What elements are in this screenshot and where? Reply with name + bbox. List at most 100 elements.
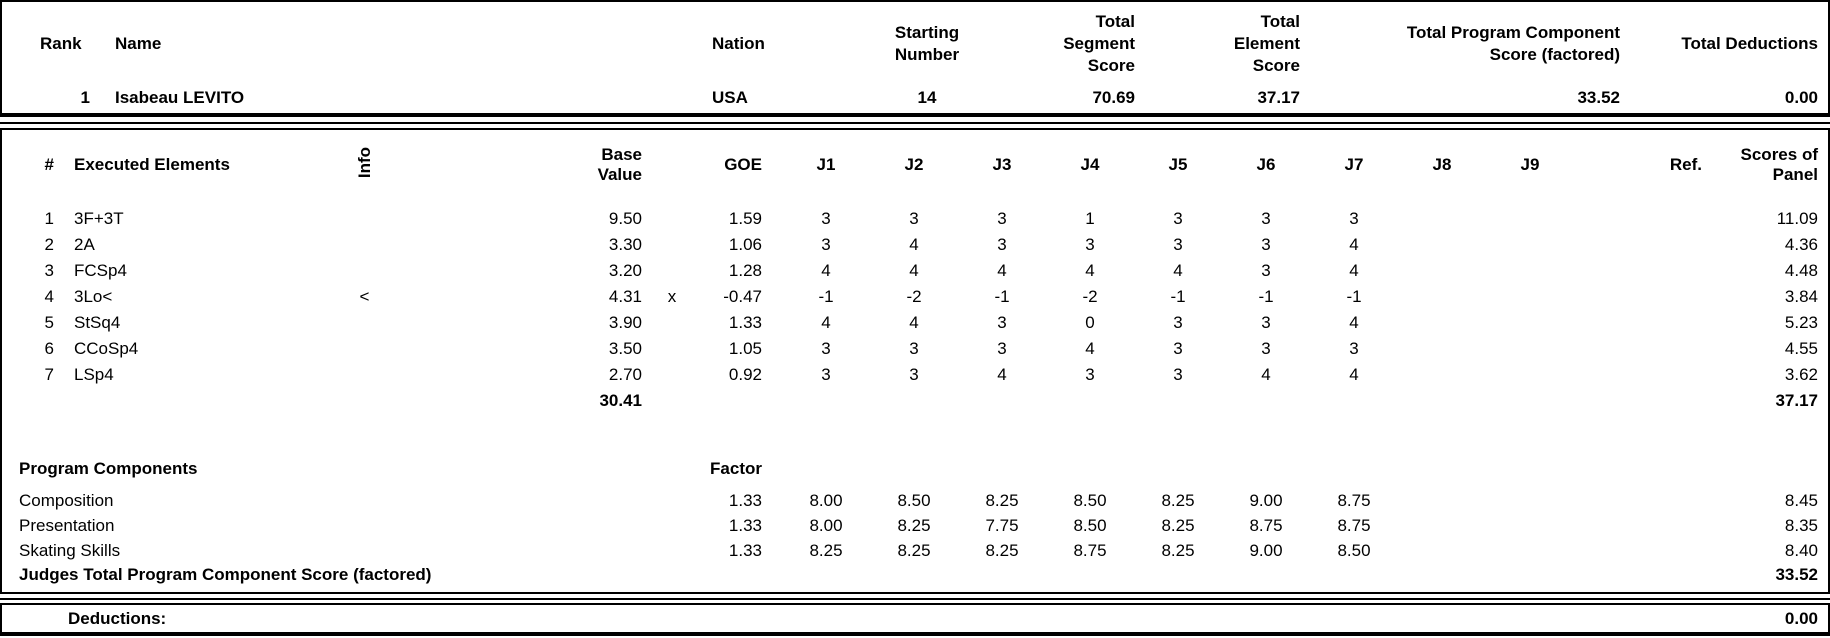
- judge-score: 4: [997, 261, 1007, 280]
- element-goe: 1.28: [728, 261, 762, 280]
- component-panel-score: 8.45: [1784, 490, 1818, 510]
- judge-score: -2: [906, 287, 922, 306]
- judge-score: 3: [1261, 209, 1271, 228]
- skater-nation: USA: [712, 88, 748, 107]
- judge-score: 3: [909, 339, 919, 358]
- elements-box: # Executed Elements Info Base Value GOE …: [0, 128, 1830, 594]
- judge-score: 3: [1173, 365, 1183, 384]
- element-name: StSq4: [74, 313, 121, 332]
- element-panel-score: 3.84: [1784, 287, 1818, 306]
- skater-starting-number: 14: [917, 88, 937, 107]
- judge-score: 1: [1085, 209, 1095, 228]
- element-goe: 1.59: [728, 209, 762, 228]
- judge-score: 7.75: [985, 515, 1019, 535]
- judge-score: -1: [1258, 287, 1274, 306]
- judge-score: 4: [821, 313, 831, 332]
- judge-score: 8.75: [1249, 515, 1283, 535]
- judge-header-j5: J5: [1168, 155, 1188, 174]
- element-number: 2: [44, 235, 54, 254]
- judge-score: 3: [909, 209, 919, 228]
- elements-total-row: 30.41 37.17: [2, 388, 1828, 414]
- components-total-label: Judges Total Program Component Score (fa…: [19, 565, 432, 584]
- judge-score: 8.50: [1073, 515, 1107, 535]
- element-goe: 1.33: [728, 313, 762, 332]
- summary-header-row: Rank Name Nation Starting Number Total S…: [2, 8, 1828, 80]
- element-base-value: 3.90: [608, 313, 642, 332]
- judge-header-j2: J2: [904, 155, 924, 174]
- judge-score: 8.25: [897, 540, 931, 560]
- component-row: Skating Skills 1.33 8.25 8.25 8.25 8.75 …: [2, 538, 1828, 563]
- element-name: LSp4: [74, 365, 114, 384]
- component-row: Presentation 1.33 8.00 8.25 7.75 8.50 8.…: [2, 513, 1828, 538]
- total-element-score-panel: 37.17: [1775, 391, 1818, 410]
- goe-header: GOE: [724, 155, 762, 174]
- judge-score: 4: [909, 261, 919, 280]
- element-number: 6: [44, 339, 54, 358]
- judge-score: 8.50: [1337, 540, 1371, 560]
- element-rows: 1 3F+3T 9.50 1.59 3 3 3 1 3 3 3 11.09 2: [2, 206, 1828, 414]
- judge-score: 3: [1085, 235, 1095, 254]
- skater-total-deductions: 0.00: [1784, 88, 1818, 107]
- deductions-value: 0.00: [1784, 608, 1818, 628]
- element-row: 3 FCSp4 3.20 1.28 4 4 4 4 4 3 4 4.48: [2, 258, 1828, 284]
- element-number-header: #: [44, 155, 54, 174]
- element-base-value: 9.50: [608, 209, 642, 228]
- judge-score: -1: [994, 287, 1010, 306]
- element-row: 2 2A 3.30 1.06 3 4 3 3 3 3 4 4.36: [2, 232, 1828, 258]
- judge-score: 8.25: [1161, 540, 1195, 560]
- scores-of-panel-header: Scores of Panel: [1740, 145, 1818, 184]
- element-base-value: 3.30: [608, 235, 642, 254]
- rank-header: Rank: [40, 34, 82, 54]
- judge-score: 3: [997, 339, 1007, 358]
- deductions-box: Deductions: 0.00: [0, 603, 1830, 636]
- components-total-row: Judges Total Program Component Score (fa…: [2, 563, 1828, 587]
- element-row: 4 3Lo< < 4.31 x -0.47 -1 -2 -1 -2 -1 -1 …: [2, 284, 1828, 310]
- base-value-header: Base Value: [597, 145, 642, 184]
- component-factor: 1.33: [728, 540, 762, 560]
- judge-score: 3: [1349, 209, 1359, 228]
- judge-score: -2: [1082, 287, 1098, 306]
- judge-score: 3: [909, 365, 919, 384]
- section-divider: [0, 122, 1830, 124]
- total-pcs-header: Total Program Component Score (factored): [1406, 23, 1620, 64]
- element-base-value: 2.70: [608, 365, 642, 384]
- judge-score: 8.25: [809, 540, 843, 560]
- info-header: Info: [307, 147, 422, 183]
- judge-header-j1: J1: [816, 155, 836, 174]
- judge-score: 8.25: [897, 515, 931, 535]
- skater-rank: 1: [80, 88, 90, 107]
- component-factor: 1.33: [728, 515, 762, 535]
- judge-header-j6: J6: [1256, 155, 1276, 174]
- judge-score: 8.25: [1161, 490, 1195, 510]
- element-panel-score: 4.36: [1784, 235, 1818, 254]
- judge-score: 3: [1349, 339, 1359, 358]
- total-base-value: 30.41: [599, 391, 642, 410]
- component-row: Composition 1.33 8.00 8.50 8.25 8.50 8.2…: [2, 488, 1828, 513]
- judge-score: 3: [997, 209, 1007, 228]
- judge-score: 8.50: [1073, 490, 1107, 510]
- element-panel-score: 5.23: [1784, 313, 1818, 332]
- program-component-rows: Composition 1.33 8.00 8.50 8.25 8.50 8.2…: [2, 488, 1828, 563]
- element-panel-score: 4.55: [1784, 339, 1818, 358]
- element-number: 7: [44, 365, 54, 384]
- judge-score: -1: [818, 287, 834, 306]
- judge-header-j8: J8: [1432, 155, 1452, 174]
- skater-name: Isabeau LEVITO: [115, 88, 245, 107]
- judge-score: 4: [1085, 261, 1095, 280]
- judge-header-j7: J7: [1344, 155, 1364, 174]
- components-total-value: 33.52: [1775, 565, 1818, 584]
- executed-elements-header: Executed Elements: [74, 155, 230, 174]
- judge-score: 4: [909, 235, 919, 254]
- judge-score: 3: [1173, 209, 1183, 228]
- judge-score: -1: [1170, 287, 1186, 306]
- component-factor: 1.33: [728, 490, 762, 510]
- judge-header-j4: J4: [1080, 155, 1100, 174]
- judge-score: 3: [1261, 261, 1271, 280]
- starting-number-header: Starting Number: [894, 23, 960, 64]
- judge-score: 3: [1173, 339, 1183, 358]
- component-name: Presentation: [19, 515, 115, 535]
- judge-score: 3: [1261, 313, 1271, 332]
- judge-score: 3: [821, 365, 831, 384]
- element-name: 3Lo<: [74, 287, 113, 306]
